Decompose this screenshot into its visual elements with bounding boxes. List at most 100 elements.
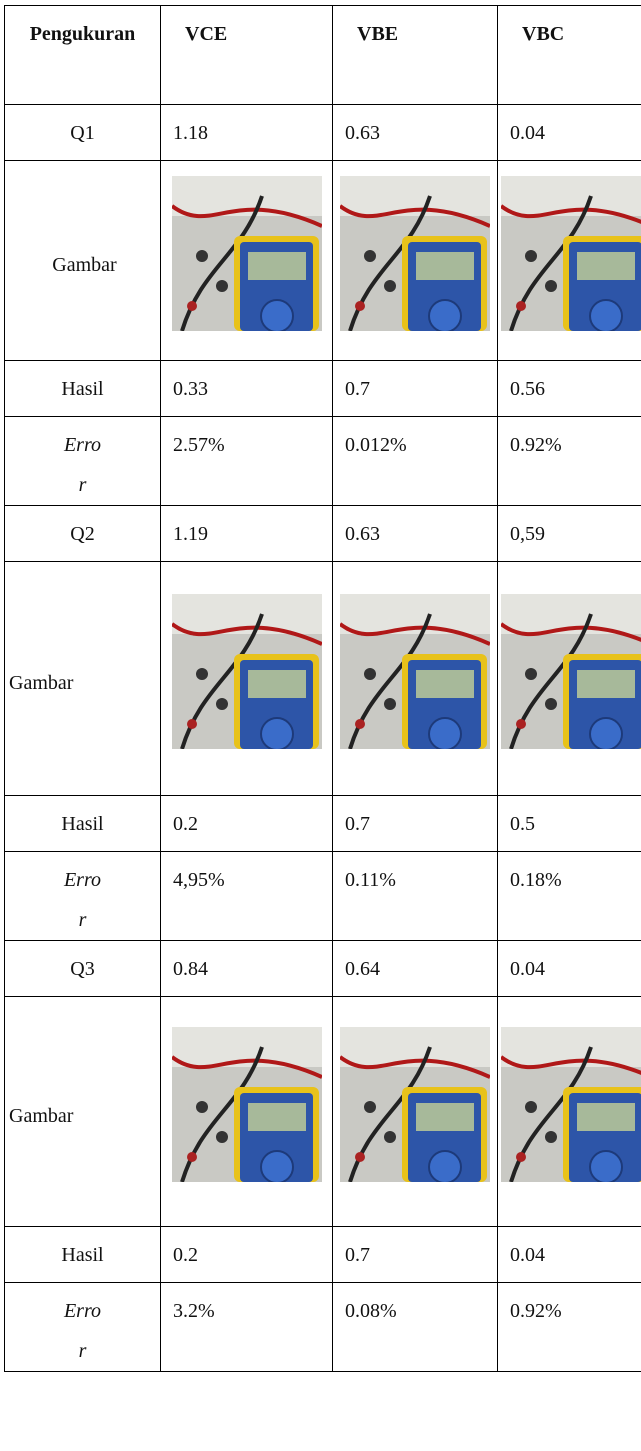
table-row: Gambar [4, 561, 641, 796]
value-text: 0.7 [345, 1244, 370, 1266]
photo-cell [497, 561, 641, 796]
value-cell: 0.18% [497, 851, 641, 941]
table-row: Hasil 0.2 0.7 0.5 [4, 795, 641, 852]
value-text: 0.7 [345, 378, 370, 400]
value-cell: 0.7 [332, 795, 498, 852]
value-cell: 0.012% [332, 416, 498, 506]
value-text: 0.2 [173, 1244, 198, 1266]
row-label: Gambar [4, 561, 161, 796]
value-text: 3.2% [173, 1300, 215, 1322]
value-text: 0.04 [510, 1244, 545, 1266]
value-text: 2.57% [173, 434, 225, 456]
label-text: Hasil [61, 1244, 104, 1266]
value-cell: 0.04 [497, 104, 641, 161]
label-text: Gambar [52, 253, 117, 276]
table-row: Q3 0.84 0.64 0.04 [4, 940, 641, 997]
label-text: Q3 [70, 958, 95, 980]
label-text: Gambar [9, 1104, 74, 1127]
row-label: Error [4, 1282, 161, 1372]
value-cell: 0.63 [332, 505, 498, 562]
row-label: Error [4, 416, 161, 506]
header-cell: VBC [497, 5, 641, 105]
value-cell: 0.04 [497, 1226, 641, 1283]
value-text: 0.04 [510, 122, 545, 144]
meter-photo [499, 594, 641, 751]
label-text: Q1 [70, 122, 95, 144]
table-row: Error 2.57% 0.012% 0.92% [4, 416, 641, 506]
photo-cell [497, 996, 641, 1227]
label-text: Hasil [61, 813, 104, 835]
value-text: 0.33 [173, 378, 208, 400]
label-text: Error [63, 1300, 102, 1362]
row-label: Hasil [4, 360, 161, 417]
meter-photo [338, 594, 491, 751]
header-cell: VBE [332, 5, 498, 105]
meter-photo [170, 176, 323, 333]
value-text: 0.64 [345, 958, 380, 980]
value-cell: 4,95% [160, 851, 333, 941]
value-text: 0.11% [345, 869, 396, 891]
photo-cell [332, 996, 498, 1227]
table-row: Hasil 0.2 0.7 0.04 [4, 1226, 641, 1283]
photo-cell [160, 160, 333, 361]
value-text: 0.56 [510, 378, 545, 400]
meter-photo [338, 1027, 491, 1184]
table-row: Gambar [4, 996, 641, 1227]
value-text: 0.63 [345, 523, 380, 545]
value-text: 0.63 [345, 122, 380, 144]
value-text: 0.08% [345, 1300, 397, 1322]
value-cell: 0.92% [497, 416, 641, 506]
header-text: VBC [522, 23, 565, 45]
table-row: Error 3.2% 0.08% 0.92% [4, 1282, 641, 1372]
row-label: Gambar [4, 160, 161, 361]
label-text: Q2 [70, 523, 95, 545]
row-label: Error [4, 851, 161, 941]
value-text: 0.92% [510, 1300, 562, 1322]
value-text: 4,95% [173, 869, 225, 891]
value-cell: 0.2 [160, 795, 333, 852]
table-row: Hasil 0.33 0.7 0.56 [4, 360, 641, 417]
photo-cell [332, 160, 498, 361]
meter-photo [499, 1027, 641, 1184]
photo-cell [160, 996, 333, 1227]
header-cell: Pengukuran [4, 5, 161, 105]
value-cell: 0.63 [332, 104, 498, 161]
value-cell: 0.7 [332, 360, 498, 417]
value-cell: 0.08% [332, 1282, 498, 1372]
value-cell: 0.92% [497, 1282, 641, 1372]
value-cell: 0.84 [160, 940, 333, 997]
header-text: Pengukuran [29, 23, 136, 45]
value-text: 0.84 [173, 958, 208, 980]
value-cell: 0.04 [497, 940, 641, 997]
row-label: Q2 [4, 505, 161, 562]
value-text: 0.04 [510, 958, 545, 980]
table-row: Gambar [4, 160, 641, 361]
value-cell: 0.33 [160, 360, 333, 417]
value-cell: 0.56 [497, 360, 641, 417]
value-cell: 0.64 [332, 940, 498, 997]
label-text: Error [63, 434, 102, 496]
value-text: 1.19 [173, 523, 208, 545]
value-cell: 0.7 [332, 1226, 498, 1283]
meter-photo [170, 594, 323, 751]
photo-cell [160, 561, 333, 796]
photo-cell [497, 160, 641, 361]
value-cell: 0,59 [497, 505, 641, 562]
table-row: Error 4,95% 0.11% 0.18% [4, 851, 641, 941]
value-cell: 1.19 [160, 505, 333, 562]
meter-photo [338, 176, 491, 333]
value-cell: 2.57% [160, 416, 333, 506]
header-text: VBE [357, 23, 399, 45]
row-label: Q1 [4, 104, 161, 161]
label-text: Gambar [9, 671, 74, 694]
value-cell: 0.2 [160, 1226, 333, 1283]
value-cell: 0.5 [497, 795, 641, 852]
value-text: 0.7 [345, 813, 370, 835]
value-cell: 3.2% [160, 1282, 333, 1372]
row-label: Hasil [4, 795, 161, 852]
value-text: 1.18 [173, 122, 208, 144]
meter-photo [499, 176, 641, 333]
value-text: 0.012% [345, 434, 407, 456]
measurement-table: Pengukuran VCE VBE VBC Q1 1.18 0.63 0.04 Gambar… [4, 5, 641, 1372]
header-row: Pengukuran VCE VBE VBC [4, 5, 641, 105]
